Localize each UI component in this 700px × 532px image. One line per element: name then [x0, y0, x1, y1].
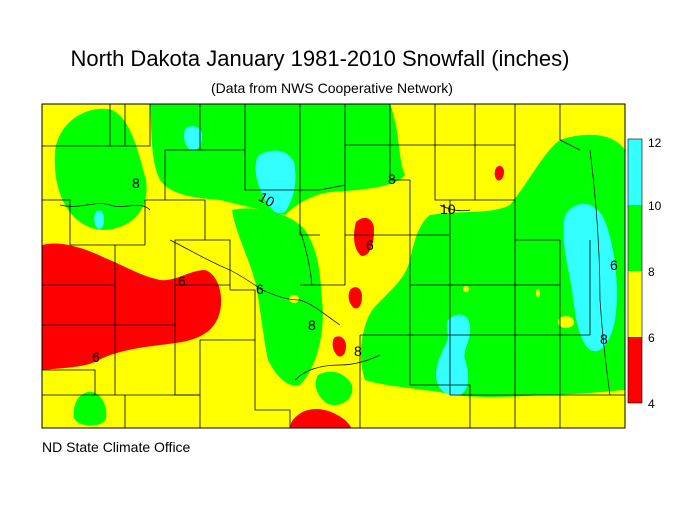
contour-label: 6: [610, 257, 618, 273]
yellow-island-far-east: [536, 289, 540, 297]
red-region-west: [42, 243, 222, 370]
contour-label: 8: [600, 331, 608, 347]
yellow-island-center: [289, 295, 299, 303]
rivers: [59, 149, 611, 396]
red-region-northeast: [494, 165, 504, 181]
green-region-northwest: [54, 108, 147, 230]
red-region-center-2: [332, 336, 346, 357]
green-region-center: [232, 208, 323, 386]
green-region-southwest: [73, 391, 107, 426]
footer-credit: ND State Climate Office: [42, 439, 191, 455]
legend: 12 10 8 6 4: [627, 136, 662, 411]
county-boundaries: [41, 103, 626, 429]
cyan-region-northwest-top: [183, 126, 202, 151]
legend-tick-label: 8: [648, 265, 655, 279]
legend-tick-label: 6: [648, 331, 655, 345]
contour-label: 10: [256, 188, 278, 210]
legend-tick-label: 12: [648, 136, 662, 150]
contour-label: 6: [178, 273, 186, 289]
contour-label: 8: [132, 175, 140, 191]
map-subtitle: (Data from NWS Cooperative Network): [211, 80, 453, 96]
legend-swatch-8-10: [628, 205, 642, 271]
legend-tick-label: 10: [648, 199, 662, 213]
contour-label: 8: [308, 317, 316, 333]
cyan-region-north: [255, 150, 296, 214]
cyan-region-northwest-small: [94, 210, 104, 229]
yellow-island-southeast: [463, 286, 469, 292]
yellow-island-east: [558, 316, 574, 328]
red-region-north: [354, 217, 374, 256]
contour-label: 6: [92, 349, 100, 365]
contour-label: 8: [388, 171, 396, 187]
contour-label: 6: [256, 281, 264, 297]
green-region-south-center: [315, 371, 353, 406]
contour-label: 8: [354, 343, 362, 359]
red-region-south: [290, 408, 351, 428]
contour-label: 6: [366, 237, 374, 253]
legend-swatch-6-8: [628, 271, 642, 337]
legend-border: [627, 138, 643, 404]
legend-swatch-10-12: [628, 139, 642, 205]
map-title: North Dakota January 1981-2010 Snowfall …: [70, 46, 570, 71]
contour-label: 10: [440, 201, 456, 217]
green-region-east: [360, 134, 625, 397]
legend-tick-label: 4: [648, 397, 655, 411]
legend-swatch-4-6: [628, 337, 642, 403]
red-region-center-1: [348, 287, 362, 309]
